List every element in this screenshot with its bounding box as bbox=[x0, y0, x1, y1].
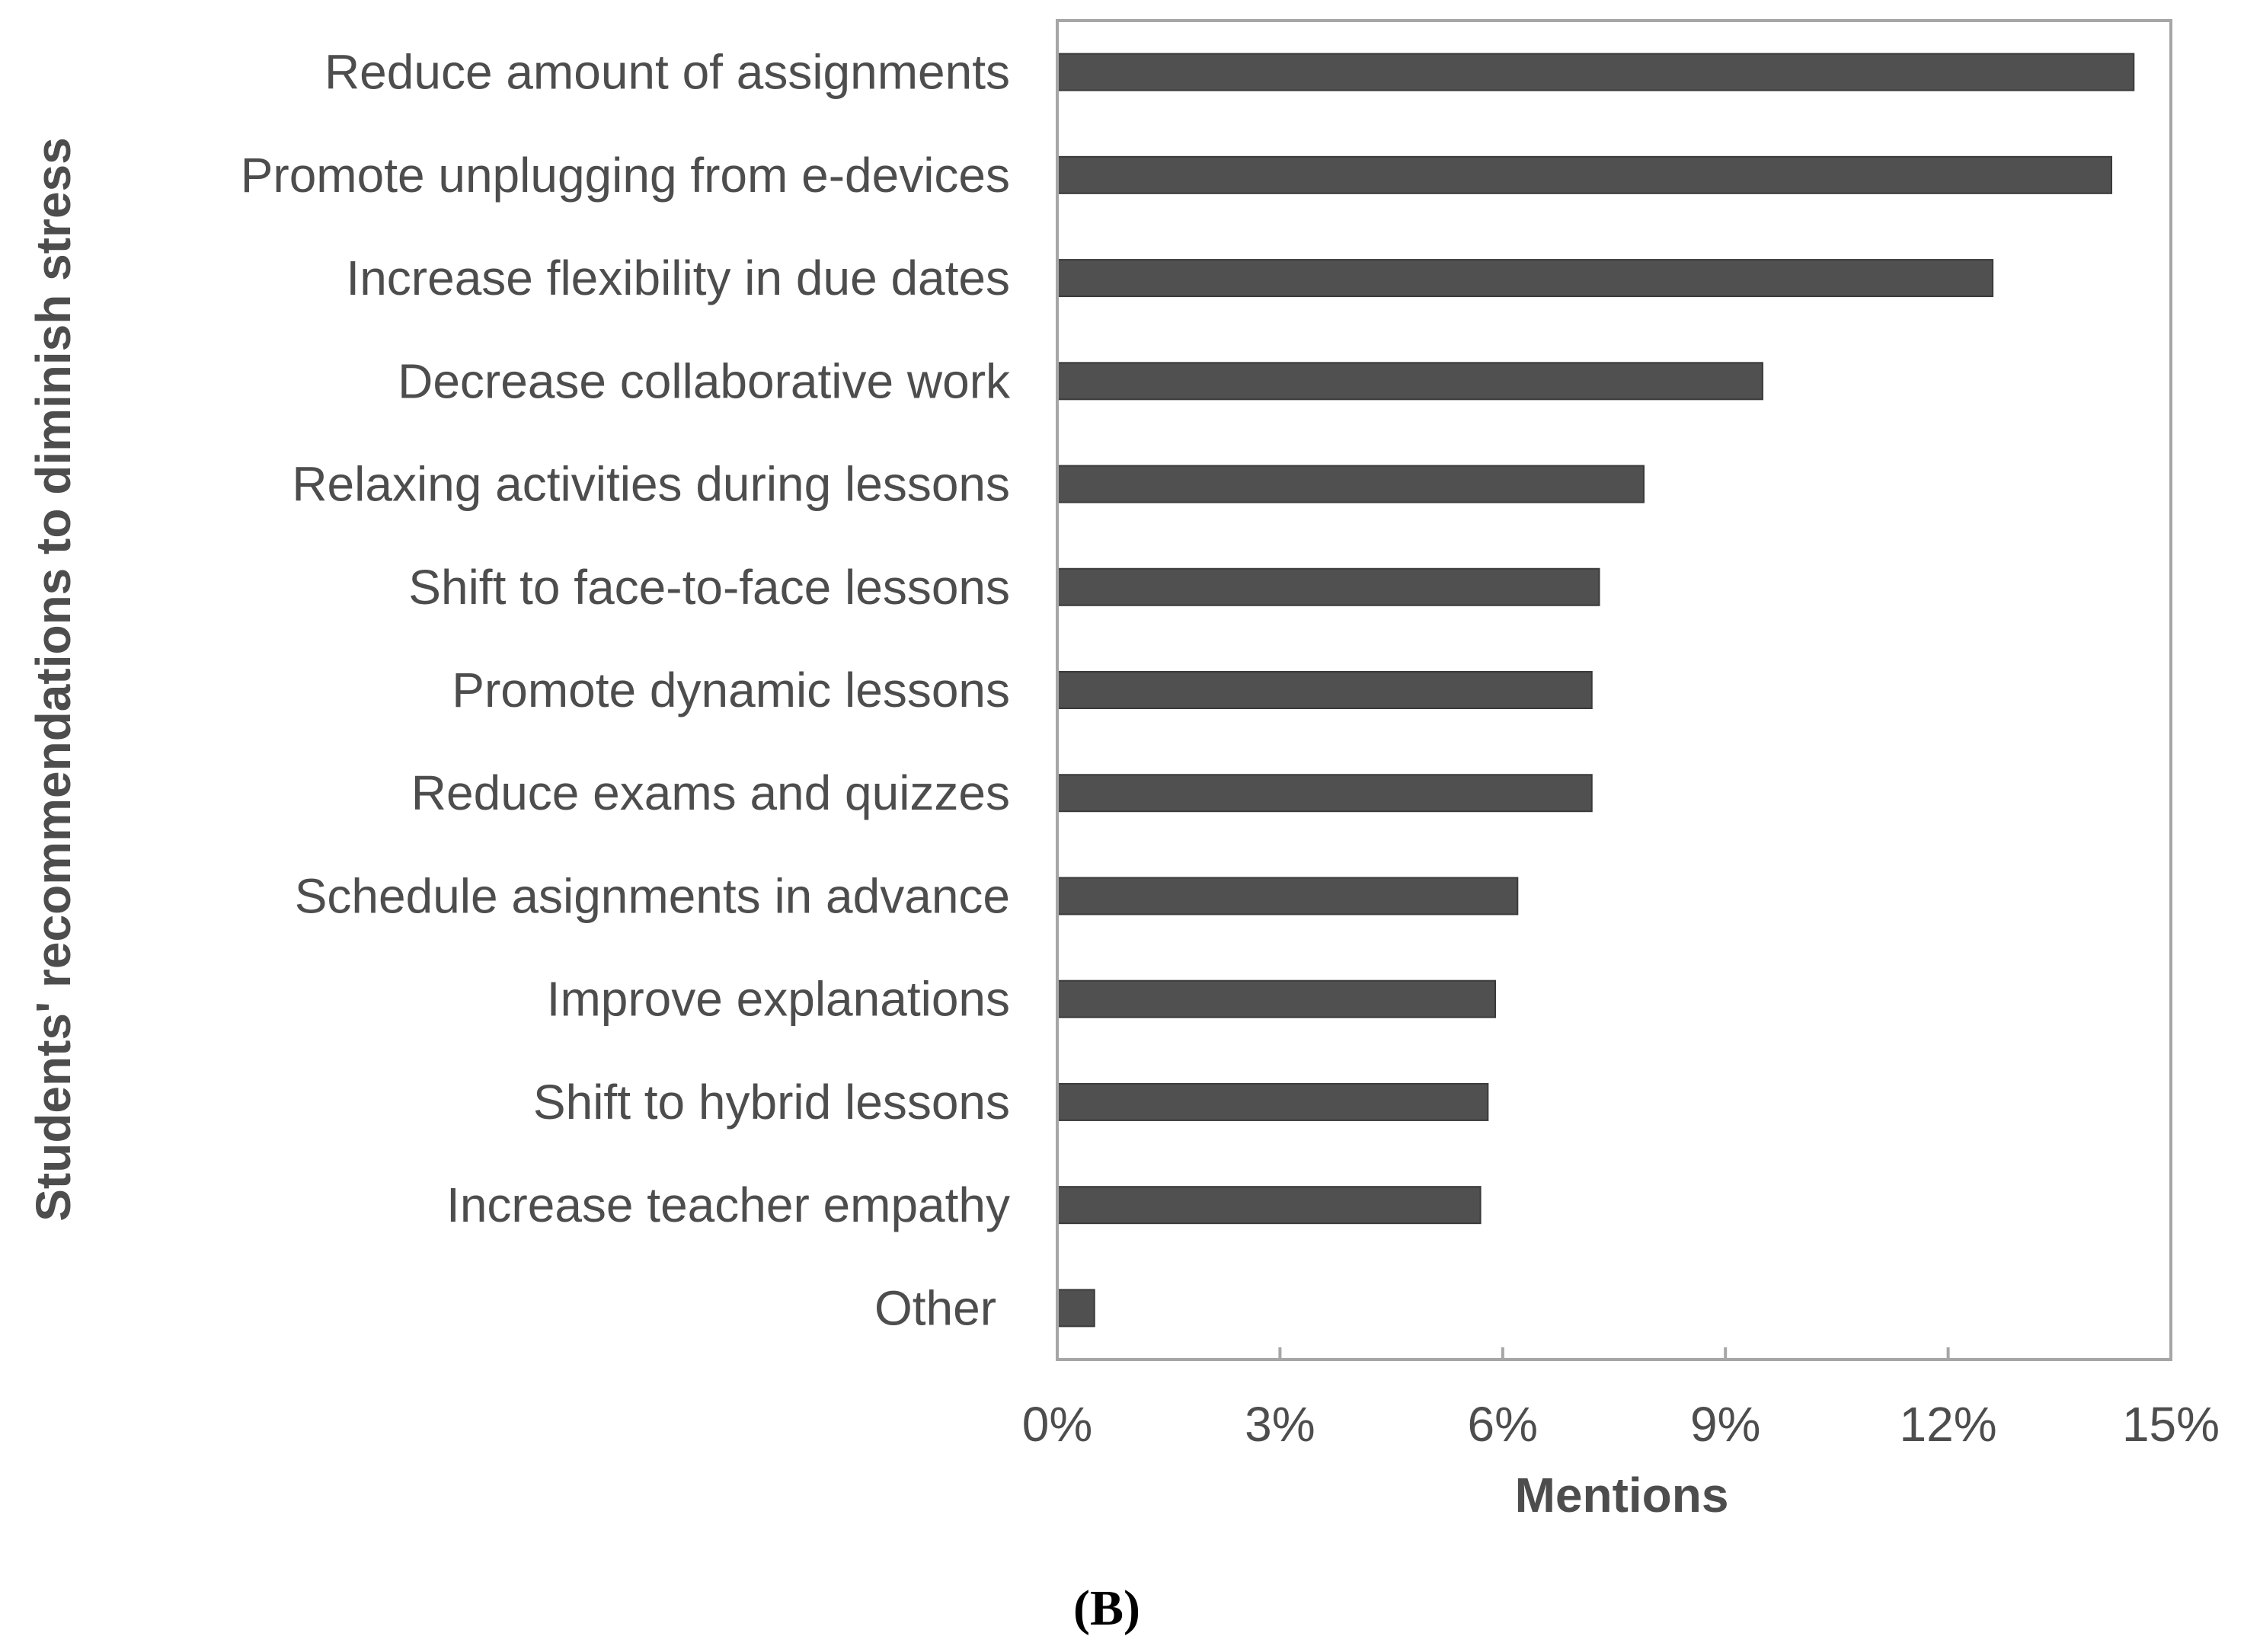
bar bbox=[1056, 1289, 1095, 1328]
bar bbox=[1056, 362, 1763, 401]
bar bbox=[1056, 1186, 1482, 1225]
bar bbox=[1056, 979, 1497, 1018]
bars-group bbox=[1056, 53, 2135, 1328]
category-label: Relaxing activities during lessons bbox=[292, 457, 1010, 512]
category-labels-group: Reduce amount of assignments Promote unpl… bbox=[241, 45, 1011, 1336]
x-tick-label: 3% bbox=[1245, 1397, 1315, 1452]
x-tick-label: 15% bbox=[2122, 1397, 2220, 1452]
x-tick-label: 0% bbox=[1022, 1397, 1093, 1452]
bar bbox=[1056, 774, 1593, 813]
category-label: Promote unplugging from e-devices bbox=[241, 148, 1010, 203]
x-tick-label: 6% bbox=[1468, 1397, 1539, 1452]
x-ticks-group bbox=[1056, 1347, 2172, 1360]
category-label: Improve explanations bbox=[547, 972, 1010, 1027]
category-label: Decrease collaborative work bbox=[398, 353, 1011, 408]
panel-label: (B) bbox=[1073, 1580, 1140, 1636]
x-tick-label: 9% bbox=[1690, 1397, 1761, 1452]
bar bbox=[1056, 155, 2113, 194]
category-label: Promote dynamic lessons bbox=[452, 663, 1010, 717]
category-label: Increase teacher empathy bbox=[446, 1177, 1010, 1232]
bar bbox=[1056, 53, 2135, 91]
bar bbox=[1056, 877, 1519, 915]
x-tick-labels-group: 0% 3% 6% 9% 12% 15% bbox=[1022, 1397, 2220, 1452]
plot-frame bbox=[1056, 19, 2172, 1361]
category-label: Shift to face-to-face lessons bbox=[408, 560, 1010, 615]
bar bbox=[1056, 1082, 1489, 1121]
category-label: Reduce amount of assignments bbox=[324, 45, 1010, 100]
category-label: Schedule asignments in advance bbox=[295, 868, 1010, 923]
x-axis-title: Mentions bbox=[1515, 1468, 1729, 1523]
bar bbox=[1056, 465, 1645, 503]
category-label: Increase flexibility in due dates bbox=[346, 251, 1010, 305]
bar bbox=[1056, 671, 1593, 709]
x-tick-label: 12% bbox=[1900, 1397, 1997, 1452]
category-label: Reduce exams and quizzes bbox=[411, 765, 1010, 820]
bar bbox=[1056, 259, 1994, 298]
category-label: Shift to hybrid lessons bbox=[533, 1075, 1010, 1130]
bar bbox=[1056, 567, 1600, 606]
y-axis-title: Students' recommendations to diminish st… bbox=[26, 137, 81, 1222]
category-label: Other bbox=[874, 1280, 996, 1335]
